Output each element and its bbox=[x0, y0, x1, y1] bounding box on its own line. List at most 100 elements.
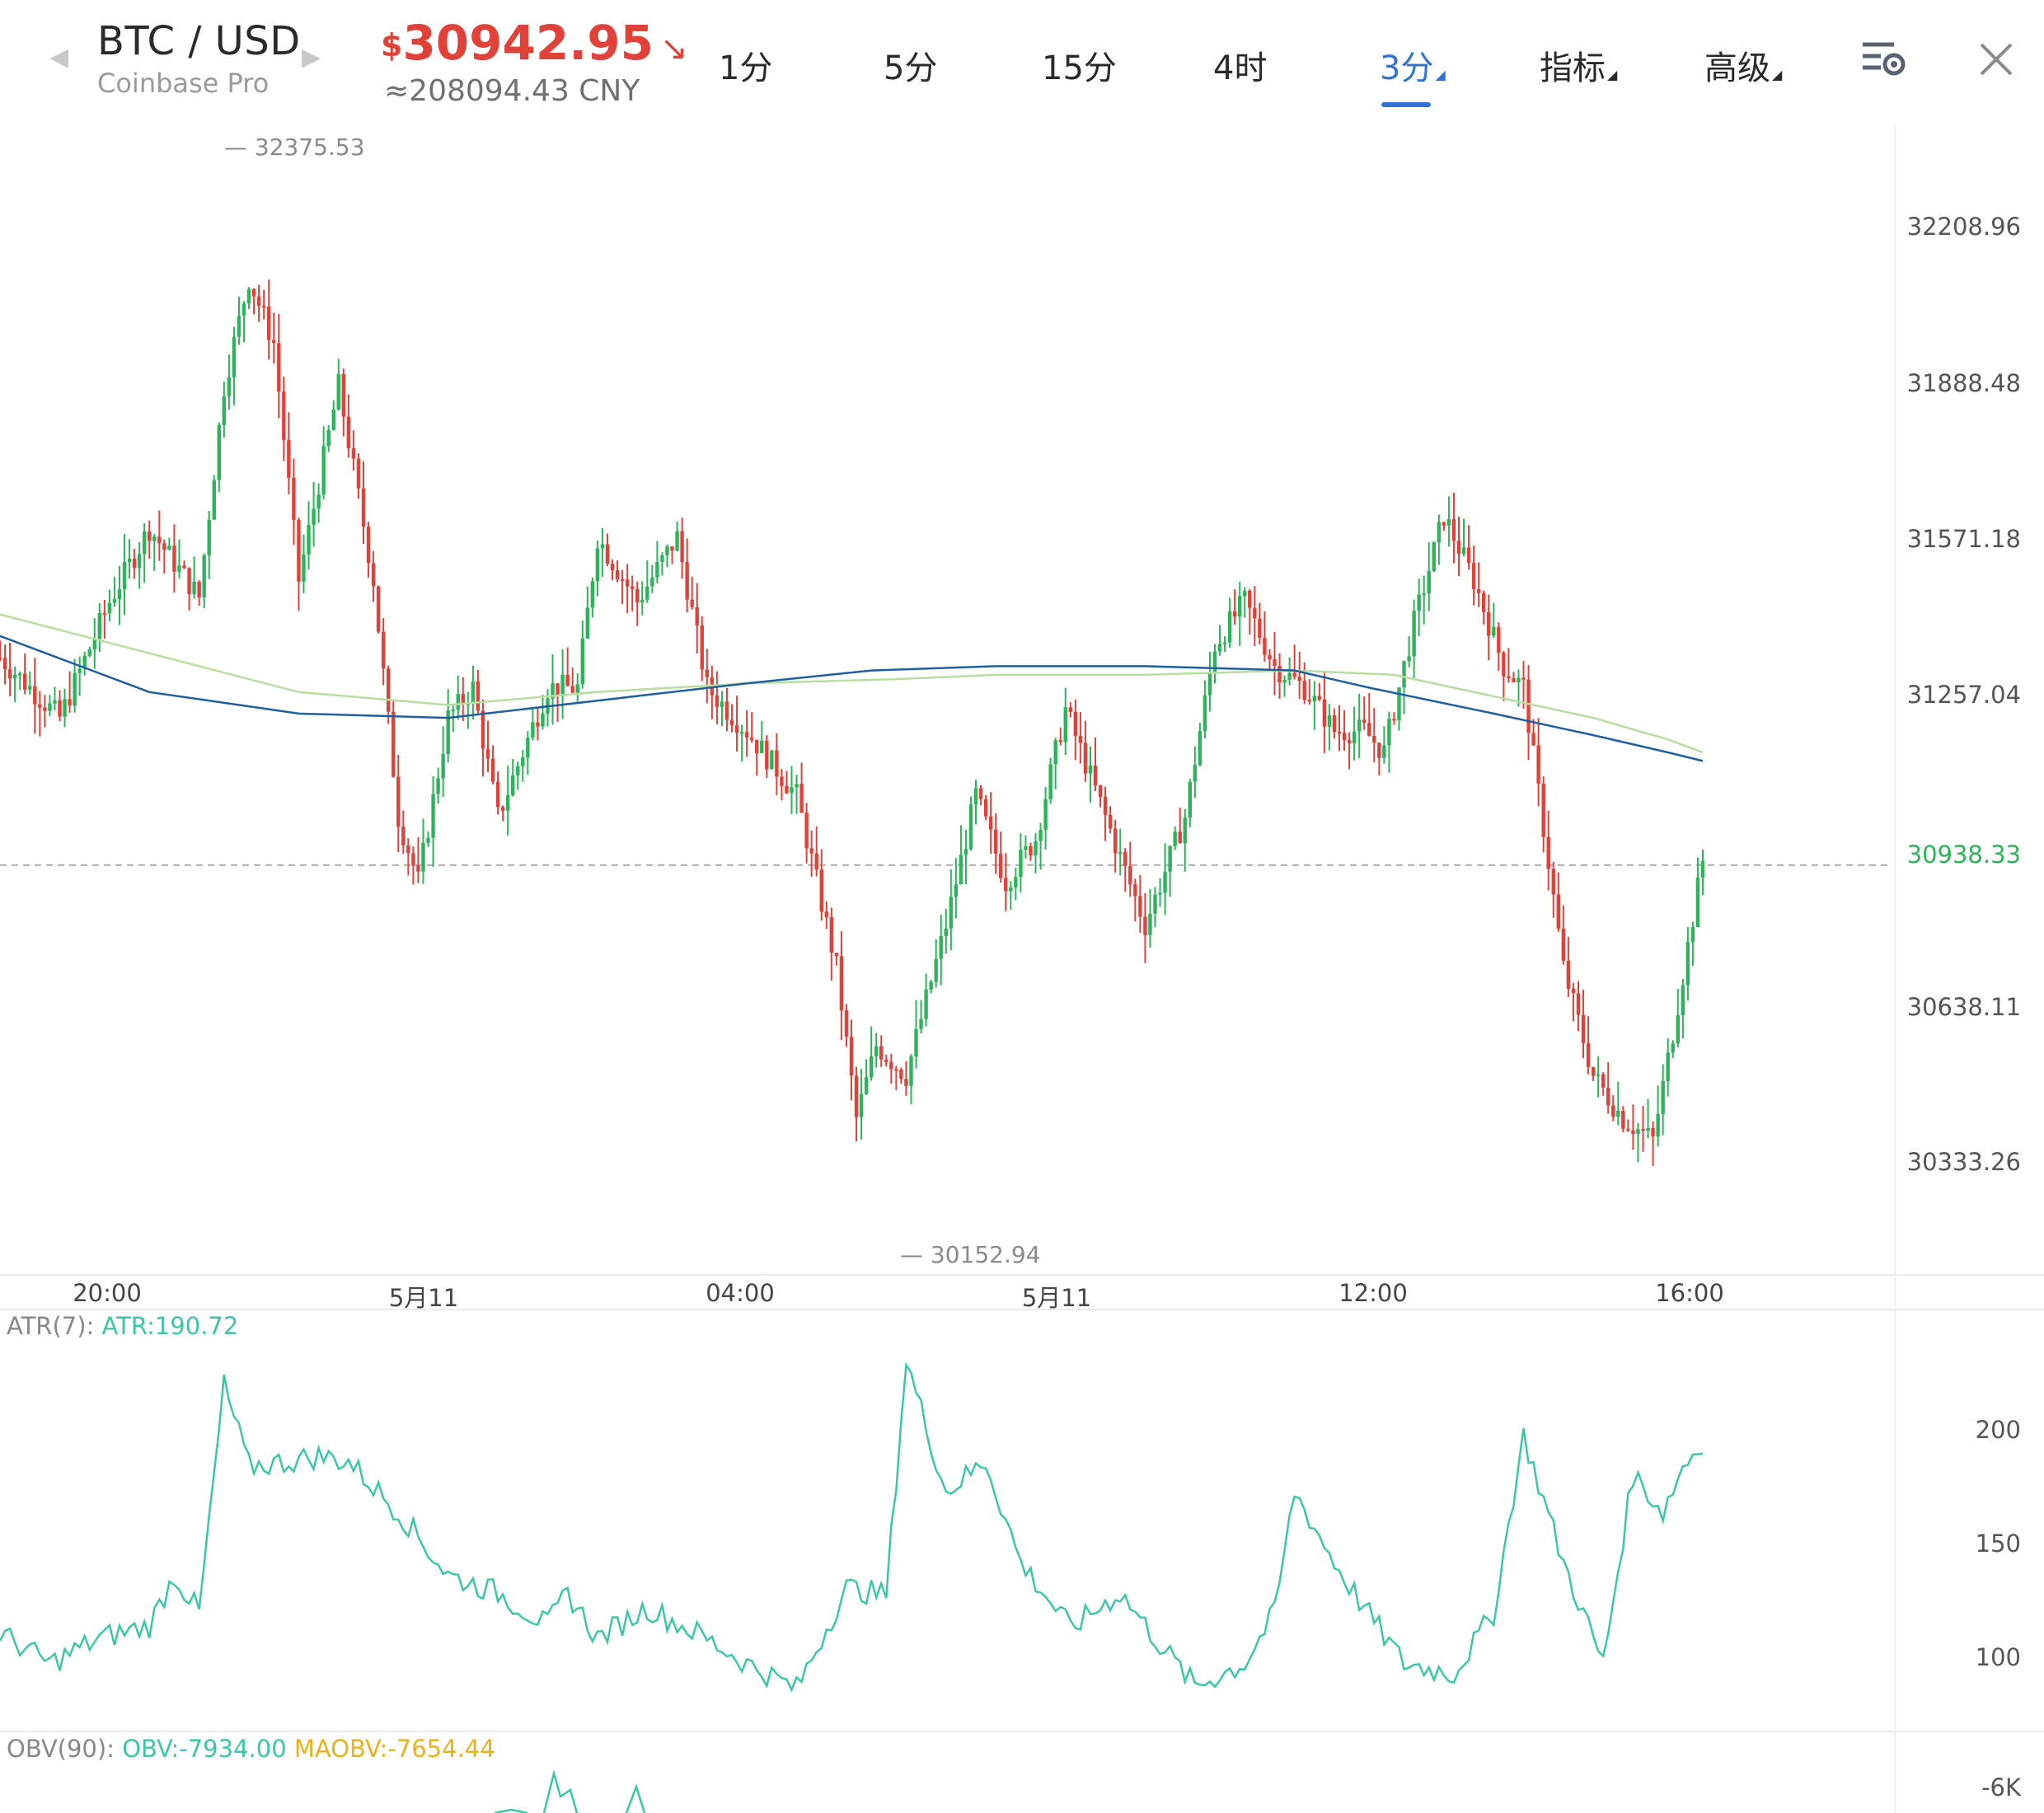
candle-up bbox=[1690, 926, 1695, 943]
tab-15min[interactable]: 15分 bbox=[1042, 41, 1117, 89]
chart-canvas[interactable] bbox=[0, 0, 1896, 1813]
candle-up bbox=[1646, 1127, 1650, 1131]
candle-down bbox=[605, 544, 610, 565]
candle-down bbox=[1347, 740, 1352, 743]
candle-down bbox=[1466, 547, 1471, 564]
candle-down bbox=[1029, 846, 1033, 856]
tab-5min[interactable]: 5分 bbox=[884, 41, 937, 89]
candle-down bbox=[749, 737, 754, 740]
candle-up bbox=[1661, 1080, 1665, 1114]
candle-up bbox=[1243, 590, 1247, 597]
candle-down bbox=[1004, 878, 1008, 892]
candle-down bbox=[1551, 869, 1555, 895]
candle-up bbox=[1063, 707, 1067, 743]
candle-down bbox=[1502, 653, 1506, 677]
candle-up bbox=[1407, 656, 1411, 662]
candle-up bbox=[1671, 1043, 1675, 1053]
candle-down bbox=[889, 1061, 893, 1070]
tab-3min[interactable]: 3分 ◢ bbox=[1380, 41, 1446, 89]
dropdown-corner-icon: ◢ bbox=[1772, 67, 1783, 82]
candle-up bbox=[665, 546, 669, 555]
candle-down bbox=[356, 458, 361, 489]
x-tick-label: 12:00 bbox=[1338, 1279, 1408, 1307]
candle-down bbox=[904, 1079, 908, 1086]
candle-up bbox=[585, 607, 590, 639]
candle-down bbox=[819, 869, 823, 912]
tab-1min[interactable]: 1分 bbox=[719, 41, 772, 89]
chevron-right-icon[interactable]: ▶ bbox=[302, 43, 321, 72]
candle-down bbox=[1651, 1127, 1655, 1136]
candle-up bbox=[909, 1056, 913, 1086]
candle-down bbox=[391, 711, 396, 777]
candle-down bbox=[68, 699, 72, 706]
candle-down bbox=[1128, 865, 1132, 884]
candle-down bbox=[570, 686, 574, 693]
candle-down bbox=[1337, 732, 1342, 734]
candle-down bbox=[33, 686, 37, 705]
candle-down bbox=[1178, 832, 1182, 843]
candle-up bbox=[1034, 841, 1038, 856]
candle-down bbox=[1317, 696, 1322, 700]
chart-settings-icon[interactable] bbox=[1859, 38, 1909, 81]
candle-up bbox=[505, 794, 510, 811]
candle-down bbox=[1546, 836, 1550, 869]
candle-up bbox=[28, 686, 32, 690]
candle-up bbox=[919, 1019, 923, 1029]
candle-down bbox=[1442, 522, 1446, 526]
candle-down bbox=[755, 739, 759, 754]
candle-down bbox=[1521, 677, 1526, 680]
candle-up bbox=[1676, 1015, 1680, 1044]
current-price: $30942.95 ↘ bbox=[381, 15, 688, 71]
candle-up bbox=[1517, 677, 1521, 682]
candle-down bbox=[0, 657, 2, 659]
pair-name[interactable]: BTC / USD bbox=[97, 18, 301, 64]
tab-advanced[interactable]: 高级 ◢ bbox=[1704, 41, 1782, 89]
candle-up bbox=[864, 1077, 869, 1094]
candle-up bbox=[53, 700, 57, 704]
candle-down bbox=[1253, 607, 1257, 619]
candle-up bbox=[87, 649, 91, 656]
candle-up bbox=[1636, 1129, 1640, 1134]
candle-up bbox=[232, 336, 237, 377]
candle-down bbox=[187, 568, 191, 595]
candle-down bbox=[1263, 637, 1267, 655]
x-tick-label: 16:00 bbox=[1655, 1279, 1724, 1307]
candle-up bbox=[934, 958, 938, 982]
tab-indicators[interactable]: 指标 ◢ bbox=[1540, 41, 1617, 89]
candle-down bbox=[1302, 681, 1306, 700]
candle-down bbox=[1372, 736, 1376, 743]
candle-up bbox=[1168, 846, 1172, 872]
dropdown-corner-icon: ◢ bbox=[1607, 67, 1618, 82]
candle-down bbox=[1561, 928, 1566, 961]
candle-down bbox=[765, 740, 769, 770]
candle-up bbox=[177, 565, 181, 572]
candle-down bbox=[485, 748, 490, 759]
candle-down bbox=[251, 288, 256, 297]
close-icon[interactable] bbox=[1978, 41, 2014, 77]
candle-down bbox=[277, 343, 281, 392]
candle-up bbox=[531, 722, 535, 738]
tab-4h[interactable]: 4时 bbox=[1213, 41, 1267, 89]
candle-down bbox=[1576, 993, 1581, 1015]
candle-up bbox=[202, 555, 206, 597]
chevron-left-icon[interactable]: ◀ bbox=[49, 43, 69, 72]
candle-down bbox=[1626, 1128, 1630, 1131]
candle-up bbox=[1656, 1113, 1660, 1136]
candle-up bbox=[1685, 942, 1690, 986]
atr-pane-divider bbox=[0, 1731, 2044, 1732]
candle-down bbox=[7, 669, 12, 679]
candle-down bbox=[1133, 883, 1137, 897]
candle-up bbox=[207, 519, 211, 555]
atr-y-tick-label: 150 bbox=[1975, 1530, 2021, 1558]
candle-down bbox=[366, 527, 371, 564]
candle-up bbox=[321, 446, 326, 495]
candle-down bbox=[401, 827, 406, 846]
candle-down bbox=[1068, 707, 1073, 712]
candle-down bbox=[1507, 676, 1511, 678]
candle-up bbox=[1237, 596, 1242, 617]
candle-down bbox=[148, 531, 152, 541]
candle-down bbox=[476, 681, 481, 711]
candle-down bbox=[1471, 563, 1476, 589]
candle-up bbox=[316, 494, 321, 509]
candle-up bbox=[720, 701, 724, 707]
